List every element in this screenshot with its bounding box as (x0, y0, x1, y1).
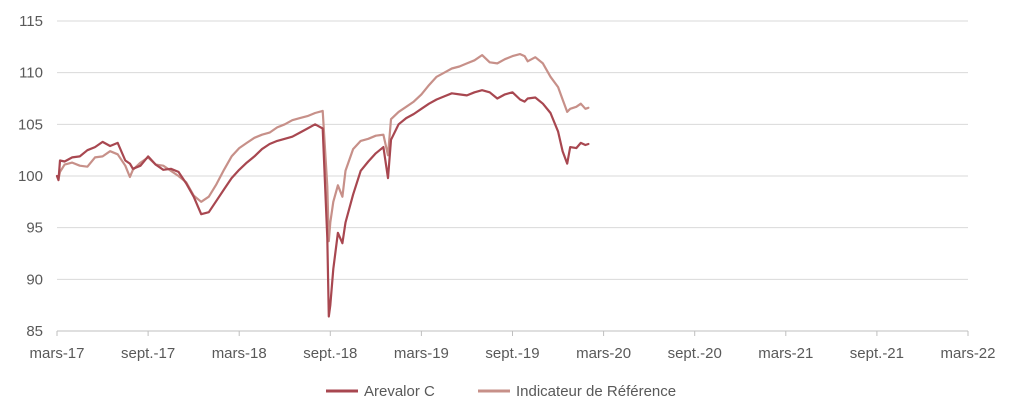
y-tick-label: 115 (19, 13, 43, 30)
y-tick-label: 110 (19, 65, 43, 82)
series-line-0 (55, 89, 590, 318)
x-tick-label: mars-21 (758, 345, 813, 362)
y-tick-label: 90 (26, 271, 43, 288)
y-tick-label: 100 (18, 168, 43, 185)
x-tick-label: mars-20 (576, 345, 631, 362)
x-axis: mars-17 sept.-17 mars-18 sept.-18 mars-19 sep… (29, 331, 996, 362)
series-lines (55, 52, 590, 318)
x-tick-label: sept.-17 (121, 345, 175, 362)
series-line-1 (55, 52, 590, 243)
x-tick-label: sept.-18 (303, 345, 357, 362)
x-tick-label: sept.-20 (668, 345, 722, 362)
x-tick-label: mars-17 (29, 345, 84, 362)
x-tick-label: mars-22 (940, 345, 995, 362)
x-tick-label: mars-18 (212, 345, 267, 362)
legend: Arevalor C Indicateur de Référence (326, 383, 676, 400)
gridlines (57, 20, 968, 280)
y-tick-label: 85 (26, 323, 43, 340)
x-tick-label: mars-19 (394, 345, 449, 362)
legend-label: Arevalor C (364, 383, 435, 400)
y-tick-label: 105 (18, 116, 43, 133)
y-axis: 85 90 95 100 105 110 115 (18, 13, 43, 340)
x-tick-label: sept.-19 (485, 345, 539, 362)
x-tick-label: sept.-21 (850, 345, 904, 362)
legend-label: Indicateur de Référence (516, 383, 676, 400)
y-tick-label: 95 (26, 220, 43, 237)
